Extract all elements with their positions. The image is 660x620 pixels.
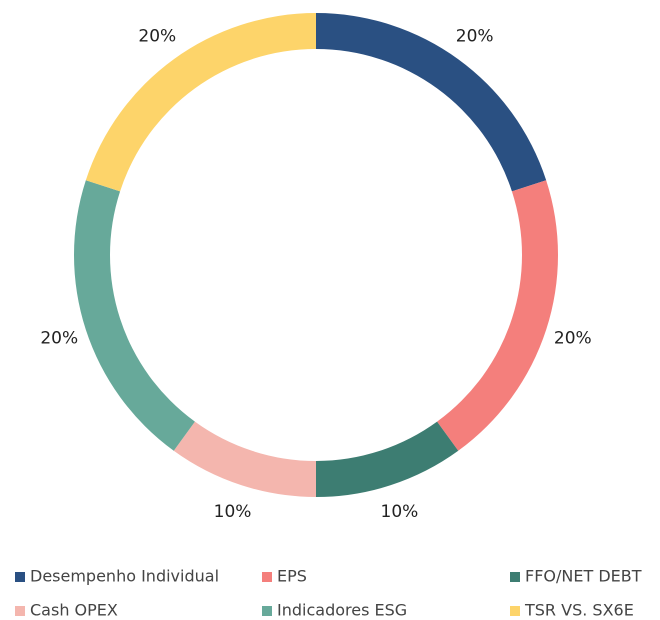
legend-swatch [510,606,520,616]
legend-swatch [262,606,272,616]
donut-segment [73,180,195,451]
donut-segment [85,13,316,192]
data-label: 20% [40,328,78,348]
legend-swatch [510,572,520,582]
donut-segment [316,421,459,497]
data-label: 20% [456,27,494,47]
data-label: 10% [214,502,252,522]
legend-swatch [15,572,25,582]
donut-segment [316,13,547,192]
legend-label: Desempenho Individual [30,567,219,586]
data-label: 20% [138,27,176,47]
legend-label: Indicadores ESG [277,601,407,620]
donut-segment [173,421,316,497]
data-label: 10% [381,502,419,522]
data-label: 20% [554,328,592,348]
legend-label: TSR VS. SX6E [524,601,634,620]
legend-label: FFO/NET DEBT [525,567,642,586]
legend-label: EPS [277,567,307,586]
donut-segment [437,180,559,451]
legend-swatch [262,572,272,582]
legend-swatch [15,606,25,616]
legend-label: Cash OPEX [30,601,118,620]
